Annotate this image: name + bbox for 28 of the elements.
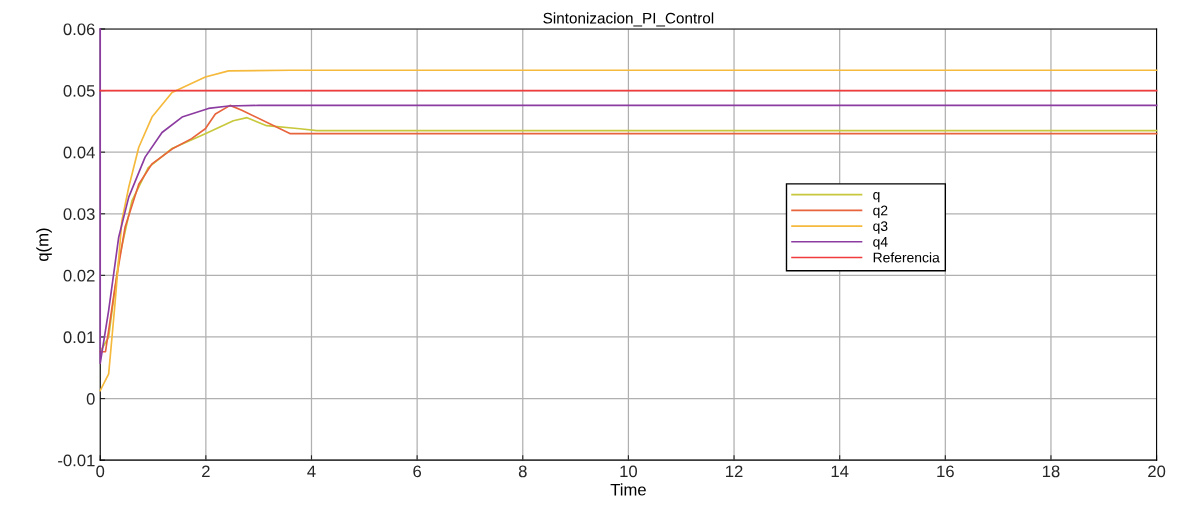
y-tick-label: 0.02 xyxy=(63,269,95,282)
legend-label: Referencia xyxy=(873,252,940,263)
y-tick-label: 0.05 xyxy=(63,84,95,97)
y-tick-label: 0.04 xyxy=(63,146,95,159)
x-tick-label: 16 xyxy=(937,465,954,478)
legend-label: q2 xyxy=(873,205,888,219)
legend-label: q xyxy=(873,191,880,203)
x-axis-title: Time xyxy=(610,483,646,496)
x-tick-label: 0 xyxy=(96,465,105,478)
y-tick-label: 0.03 xyxy=(63,208,95,220)
y-tick-label: 0.06 xyxy=(63,23,95,36)
x-tick-label: 12 xyxy=(726,465,743,478)
y-tick-label: 0 xyxy=(86,392,95,405)
y-tick-label: 0.01 xyxy=(63,331,95,344)
legend-label: q3 xyxy=(873,221,888,234)
x-tick-label: 10 xyxy=(620,465,638,478)
chart-title: Sintonizacion_PI_Control xyxy=(543,12,714,27)
y-axis-title: q(m) xyxy=(36,228,52,261)
x-tick-label: 18 xyxy=(1042,465,1060,478)
y-tick-label: -0.01 xyxy=(58,454,95,467)
x-tick-label: 20 xyxy=(1148,465,1166,478)
x-tick-label: 8 xyxy=(518,465,527,478)
line-series xyxy=(99,69,1158,392)
x-tick-label: 6 xyxy=(413,465,422,478)
legend-label: q4 xyxy=(873,237,888,250)
x-tick-label: 14 xyxy=(831,465,849,478)
x-tick-label: 2 xyxy=(202,465,210,478)
x-tick-label: 4 xyxy=(307,465,316,478)
